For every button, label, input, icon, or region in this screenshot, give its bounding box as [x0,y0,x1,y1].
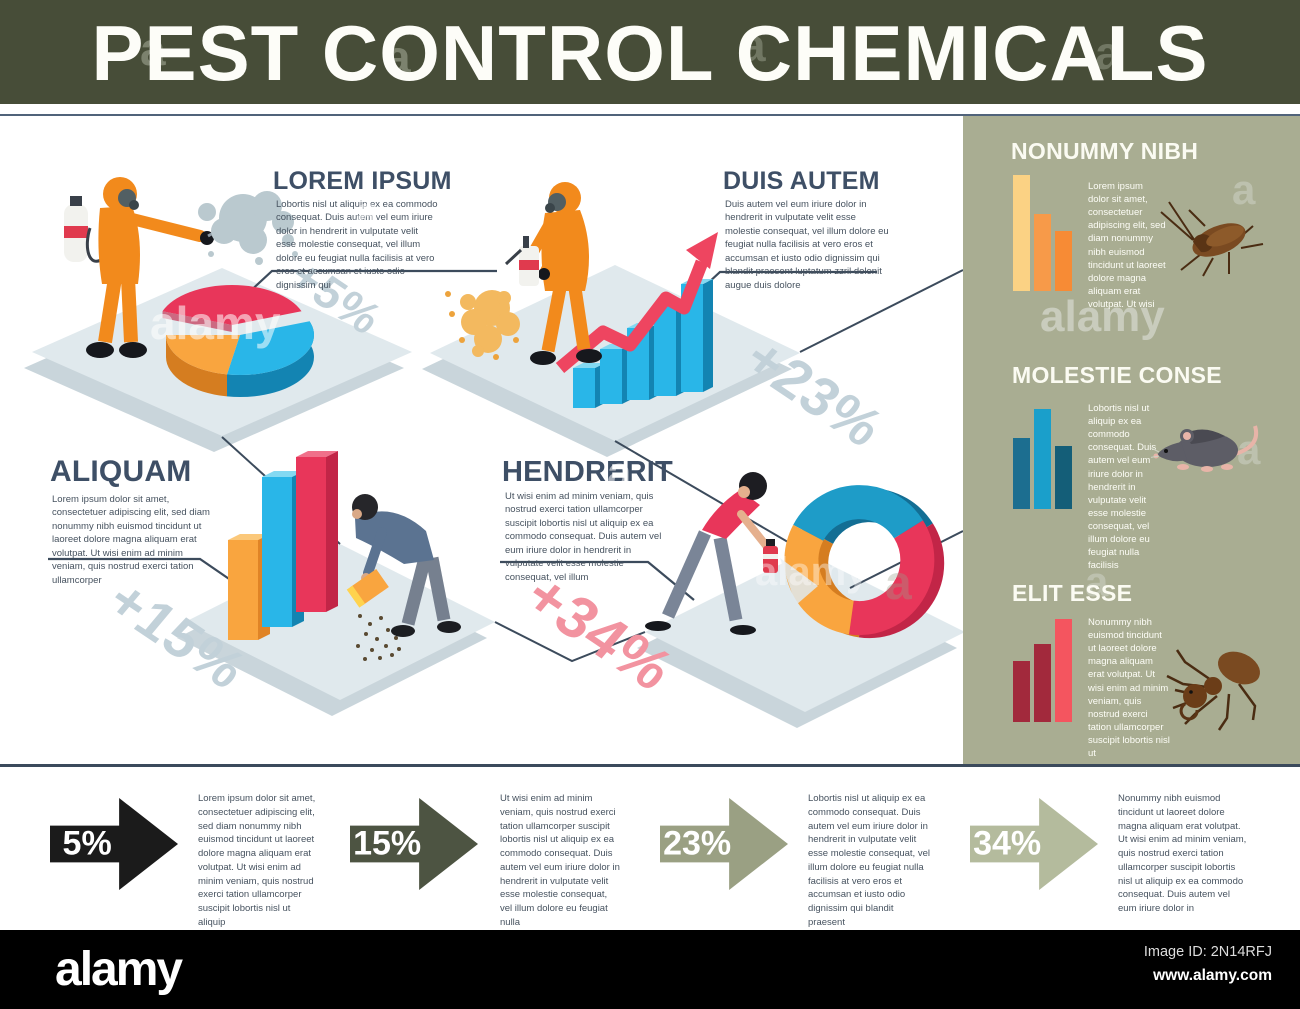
stat-arrow-5: 5% [50,798,178,890]
alamy-url-text: www.alamy.com [1153,967,1272,984]
scene-title-lorem-ipsum: LOREM IPSUM [273,167,452,195]
stat-arrow-23: 23% [660,798,788,890]
stat-body-5: Lorem ipsum dolor sit amet, consectetuer… [198,793,316,928]
growth-bar-chart [573,279,713,408]
stat-value-5: 5% [62,824,112,863]
sidebar-bar [1013,661,1030,722]
title-banner: a a a a PEST CONTROL CHEMICALS [0,0,1300,104]
sidebar-body-molestie: Lobortis nisl ut aliquip ex ea commodo c… [1088,403,1157,572]
donut-chart-illustration [784,485,945,639]
alamy-logo: alamy [55,943,183,996]
sidebar-bar [1013,438,1030,509]
watermark-footer-bar: alamy Image ID: 2N14RFJ www.alamy.com [0,930,1300,1009]
sidebar-title-molestie: MOLESTIE CONSE [1012,362,1222,388]
rat-icon [1151,425,1258,472]
pest-sidebar: alamy a a a NONUMMY NIBH Lorem ipsum dol… [963,116,1300,764]
hazmat-worker-1 [64,177,241,358]
spray-cloud-gray [198,191,298,265]
cockroach-icon [1160,201,1264,277]
granules [356,614,401,661]
trend-arrow [555,232,718,373]
content-divider [0,764,1300,767]
sidebar-body-elit: Nonummy nibh euismod tincidunt ut laoree… [1088,617,1170,760]
pouring-worker [346,494,461,661]
stat-arrow-15: 15% [350,798,478,890]
sidebar-bar [1055,231,1072,291]
sidebar-bar [1034,409,1051,509]
image-id-text: Image ID: 2N14RFJ [1143,944,1272,960]
isometric-scene-art [24,177,963,728]
pie-chart-illustration [162,285,314,398]
platform-4 [645,552,963,712]
stat-body-34: Nonummy nibh euismod tincidunt ut laoree… [1118,793,1247,915]
sidebar-bar [1034,644,1051,722]
stat-body-23: Lobortis nisl ut aliquip ex ea commodo c… [808,793,930,928]
poster-title: PEST CONTROL CHEMICALS [91,9,1209,97]
banner-divider [0,114,1300,116]
stat-value-34: 34% [973,824,1042,863]
stat-value-23: 23% [663,824,732,863]
scene-body-lorem-ipsum: Lobortis nisl ut aliquip ex ea commodo c… [276,199,438,291]
spraying-woman [645,472,818,635]
scene-body-duis-autem: Duis autem vel eum iriure dolor in hendr… [725,199,889,291]
scene-body-hendrerit: Ut wisi enim ad minim veniam, quis nostr… [505,491,662,583]
sidebar-bars-molestie [1013,408,1072,509]
scene-title-aliquam: ALIQUAM [50,455,192,488]
sidebar-bar [1055,446,1072,509]
sidebar-bars-elit [1013,618,1072,722]
stat-body-15: Ut wisi enim ad minim veniam, quis nostr… [500,793,620,928]
bar-chart-3d [228,451,338,640]
spray-cloud-yellow [445,290,520,360]
scene-title-duis-autem: DUIS AUTEM [723,167,880,195]
sidebar-bar [1013,175,1030,291]
sidebar-bars-nonummy [1013,174,1072,291]
sidebar-bar [1034,214,1051,291]
footer-info: Image ID: 2N14RFJ www.alamy.com [1144,944,1272,985]
sidebar-title-elit: ELIT ESSE [1012,580,1133,606]
sidebar-body-nonummy: Lorem ipsum dolor sit amet, consectetuer… [1088,181,1166,310]
sidebar-bar [1055,619,1072,722]
stat-arrow-34: 34% [970,798,1098,890]
scene-title-hendrerit: HENDRERIT [502,456,673,488]
sidebar-title-nonummy: NONUMMY NIBH [1011,138,1199,164]
hazmat-worker-2 [504,182,602,365]
ant-icon [1166,649,1261,731]
scene-body-aliquam: Lorem ipsum dolor sit amet, consectetuer… [52,494,210,586]
stat-value-15: 15% [353,824,422,863]
